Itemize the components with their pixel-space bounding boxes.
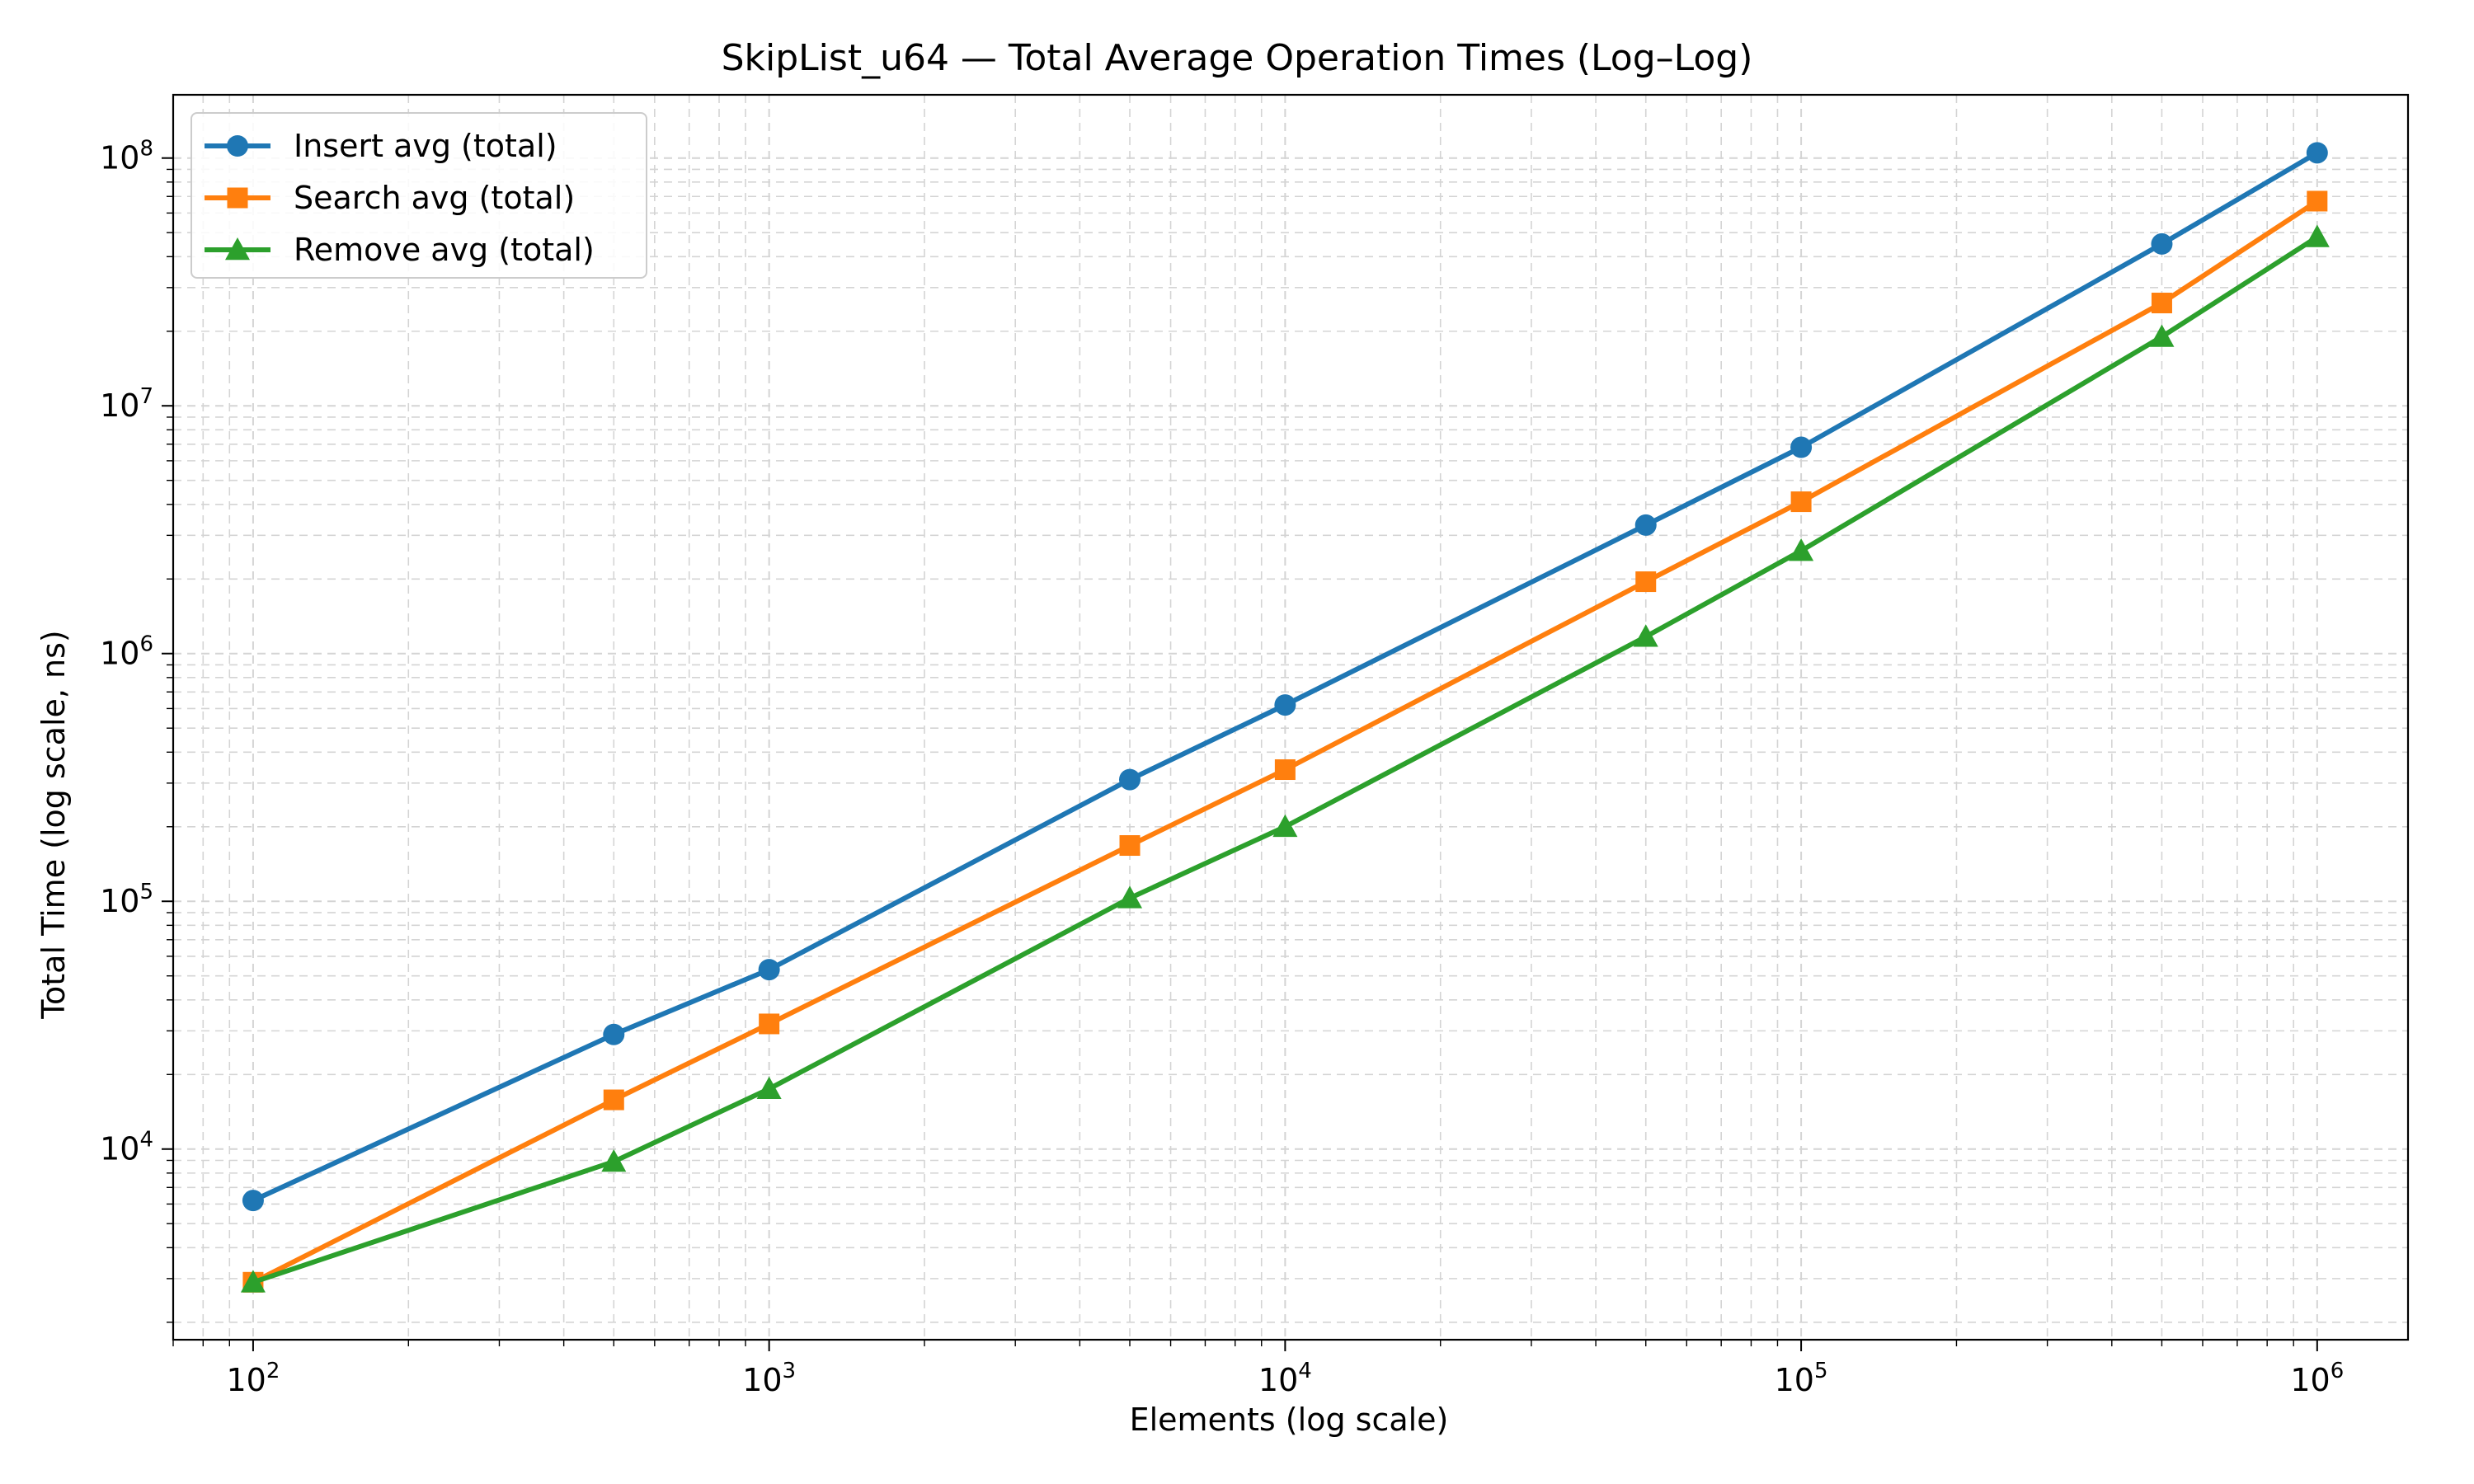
x-tick-exponent: 6 bbox=[2331, 1359, 2345, 1383]
plot-frame bbox=[172, 93, 2410, 1341]
x-tick-base: 10 bbox=[226, 1362, 266, 1398]
y-tick-base: 10 bbox=[100, 883, 139, 919]
data-point-circle-marker bbox=[1790, 436, 1813, 458]
data-point-circle-marker bbox=[603, 1023, 625, 1045]
x-tick-base: 10 bbox=[2290, 1362, 2330, 1398]
y-tick-label: 107 bbox=[100, 384, 153, 424]
data-point-square-marker bbox=[1119, 835, 1141, 857]
x-tick-exponent: 5 bbox=[1814, 1359, 1828, 1383]
x-tick-label: 104 bbox=[1258, 1359, 1312, 1398]
data-point-circle-marker bbox=[1634, 514, 1657, 536]
data-point-circle-marker bbox=[1274, 694, 1296, 716]
y-tick-exponent: 7 bbox=[139, 384, 153, 409]
legend-triangle-marker bbox=[225, 237, 250, 261]
data-point-triangle-marker bbox=[601, 1148, 627, 1172]
data-point-triangle-marker bbox=[2304, 224, 2330, 247]
data-point-square-marker bbox=[2307, 190, 2328, 212]
y-tick-label: 108 bbox=[100, 137, 153, 176]
y-axis-label: Total Time (log scale, ns) bbox=[35, 630, 72, 1020]
data-point-triangle-marker bbox=[1117, 885, 1143, 909]
legend-label: Remove avg (total) bbox=[294, 232, 595, 268]
x-tick-label: 102 bbox=[226, 1359, 280, 1398]
x-tick-label: 106 bbox=[2290, 1359, 2344, 1398]
data-point-circle-marker bbox=[758, 959, 780, 981]
series-3 bbox=[240, 224, 2330, 1293]
data-point-square-marker bbox=[759, 1013, 780, 1035]
x-tick-label: 103 bbox=[742, 1359, 796, 1398]
y-tick-base: 10 bbox=[100, 636, 139, 672]
series-1 bbox=[242, 142, 2328, 1212]
chart-title: SkipList_u64 — Total Average Operation T… bbox=[722, 37, 1753, 79]
data-point-triangle-marker bbox=[240, 1270, 266, 1293]
legend-label: Search avg (total) bbox=[294, 180, 575, 216]
y-tick-exponent: 8 bbox=[139, 137, 153, 162]
data-point-triangle-marker bbox=[1633, 624, 1658, 647]
legend-box bbox=[190, 112, 647, 279]
y-tick-exponent: 4 bbox=[139, 1128, 153, 1153]
y-tick-label: 104 bbox=[100, 1128, 153, 1167]
x-tick-base: 10 bbox=[742, 1362, 782, 1398]
x-tick-base: 10 bbox=[1775, 1362, 1814, 1398]
y-tick-exponent: 6 bbox=[139, 632, 153, 657]
y-tick-exponent: 5 bbox=[139, 880, 153, 904]
series-group bbox=[240, 142, 2330, 1293]
x-tick-base: 10 bbox=[1258, 1362, 1298, 1398]
y-tick-base: 10 bbox=[100, 387, 139, 424]
x-tick-exponent: 3 bbox=[783, 1359, 797, 1383]
data-point-triangle-marker bbox=[2149, 324, 2175, 347]
data-point-square-marker bbox=[1274, 759, 1296, 781]
data-point-triangle-marker bbox=[756, 1076, 782, 1100]
x-tick-exponent: 4 bbox=[1298, 1359, 1312, 1383]
legend-circle-marker bbox=[227, 135, 248, 157]
data-point-square-marker bbox=[1635, 571, 1657, 593]
legend-square-marker bbox=[227, 187, 248, 209]
y-tick-label: 106 bbox=[100, 632, 153, 672]
data-point-triangle-marker bbox=[1272, 814, 1298, 838]
x-tick-label: 105 bbox=[1775, 1359, 1828, 1398]
data-point-square-marker bbox=[1790, 491, 1812, 513]
grid bbox=[172, 95, 2408, 1340]
legend-label: Insert avg (total) bbox=[294, 128, 557, 164]
data-point-circle-marker bbox=[1119, 768, 1141, 791]
data-point-circle-marker bbox=[242, 1190, 264, 1212]
x-tick-exponent: 2 bbox=[266, 1359, 280, 1383]
data-point-circle-marker bbox=[2151, 232, 2173, 255]
y-tick-label: 105 bbox=[100, 880, 153, 919]
data-point-triangle-marker bbox=[1789, 538, 1814, 561]
y-tick-base: 10 bbox=[100, 140, 139, 176]
data-point-square-marker bbox=[603, 1089, 624, 1111]
series-2 bbox=[242, 190, 2328, 1293]
x-axis-label: Elements (log scale) bbox=[1130, 1402, 1449, 1438]
legend: Insert avg (total) Search avg (total) Remo… bbox=[190, 112, 647, 279]
data-point-square-marker bbox=[2151, 293, 2172, 314]
legend-item: Remove avg (total) bbox=[205, 232, 595, 268]
legend-item: Search avg (total) bbox=[205, 180, 575, 216]
legend-item: Insert avg (total) bbox=[205, 128, 557, 164]
data-point-circle-marker bbox=[2306, 142, 2328, 164]
y-tick-base: 10 bbox=[100, 1131, 139, 1167]
